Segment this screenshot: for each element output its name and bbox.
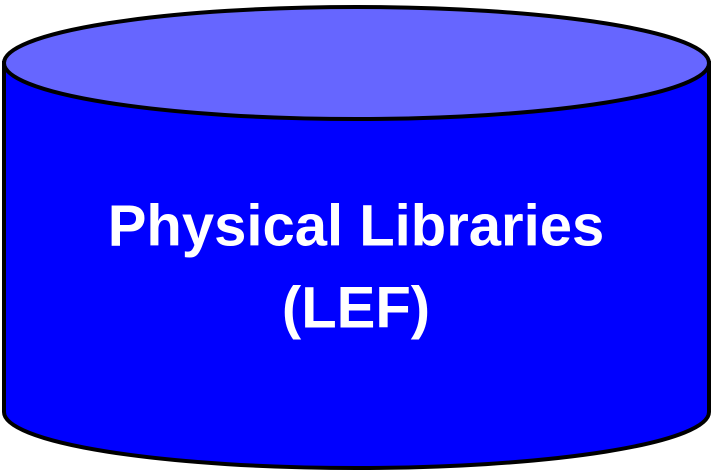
- cylinder-top: [2, 5, 711, 121]
- label-line: (LEF): [282, 275, 430, 340]
- cylinder-body: [2, 61, 711, 470]
- label-line: Physical Libraries: [108, 193, 604, 258]
